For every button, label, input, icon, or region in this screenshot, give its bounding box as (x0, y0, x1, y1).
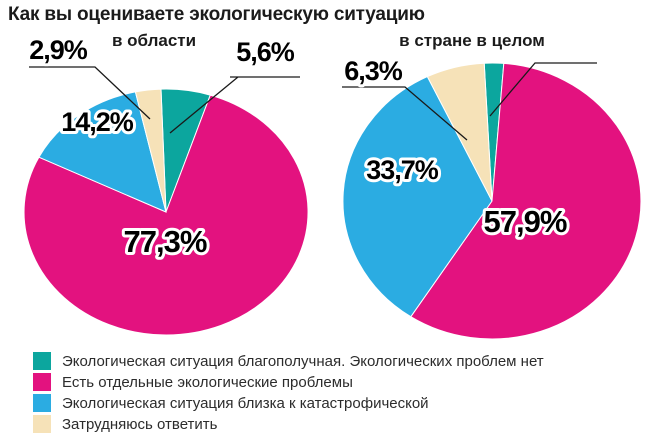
leader-right-difficult-to-answer (342, 86, 468, 141)
legend-item-separate-problems: Есть отдельные экологические проблемы (33, 373, 544, 391)
legend-label: Затрудняюсь ответить (62, 415, 218, 433)
pie-slice-difficult-to-answer (426, 62, 493, 202)
legend-swatch-blue (33, 394, 51, 412)
legend-swatch-teal (33, 352, 51, 370)
pie-right-country (342, 62, 642, 340)
page-title: Как вы оцениваете экологическую ситуацию (8, 4, 425, 25)
legend-item-near-catastrophic: Экологическая ситуация близка к катастро… (33, 394, 544, 412)
label-left-difficult-to-answer: 2,9% (29, 35, 88, 65)
percent-labels: 2,9% 5,6% 14,2% 77,3% 6,3% 33,7% 57,9% (26, 32, 571, 262)
legend-swatch-magenta (33, 373, 51, 391)
label-right-near-catastrophic: 33,7% (366, 155, 439, 185)
pie-slice-separate-problems (410, 62, 642, 340)
legend-item-difficult-to-answer: Затрудняюсь ответить (33, 415, 544, 433)
label-left-separate-problems: 77,3% (124, 224, 207, 259)
label-left-near-catastrophic: 14,2% (61, 107, 134, 137)
pie-charts-canvas: в области в стране в целом 2,9% 5,6% 14,… (23, 31, 642, 340)
label-right-separate-problems: 57,9% (484, 204, 567, 239)
legend-label: Экологическая ситуация близка к катастро… (62, 394, 429, 412)
label-right-difficult-to-answer: 6,3% (344, 56, 403, 86)
leader-lines (29, 62, 597, 141)
pie-slice-near-catastrophic (342, 75, 493, 318)
pie-slice-near-catastrophic (38, 91, 167, 213)
leader-right-situation-favorable (489, 62, 597, 117)
pie-slice-separate-problems (23, 94, 309, 336)
legend: Экологическая ситуация благополучная. Эк… (33, 352, 544, 433)
pie-slice-difficult-to-answer (134, 88, 167, 213)
pie-left-region (23, 88, 309, 336)
legend-item-situation-favorable: Экологическая ситуация благополучная. Эк… (33, 352, 544, 370)
leader-left-difficult-to-answer (29, 66, 151, 120)
left-pie-subtitle: в области (112, 31, 196, 50)
right-pie-subtitle: в стране в целом (399, 31, 545, 50)
label-left-situation-favorable: 5,6% (236, 37, 295, 67)
legend-label: Экологическая ситуация благополучная. Эк… (62, 352, 544, 370)
legend-label: Есть отдельные экологические проблемы (62, 373, 353, 391)
legend-swatch-cream (33, 415, 51, 433)
leader-left-situation-favorable (169, 76, 300, 134)
